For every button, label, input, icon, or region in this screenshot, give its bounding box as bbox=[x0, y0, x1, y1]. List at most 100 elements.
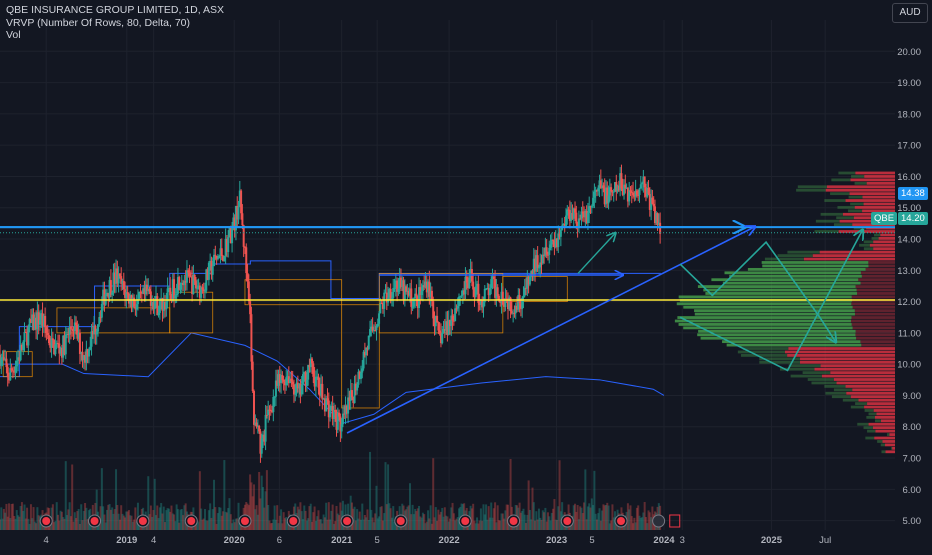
candle bbox=[2, 357, 5, 361]
candle bbox=[476, 283, 479, 287]
profile-bar-up bbox=[678, 323, 852, 326]
candle bbox=[167, 287, 170, 289]
volume-bar bbox=[543, 512, 546, 530]
profile-bar-down bbox=[821, 374, 895, 378]
profile-bar-down bbox=[830, 371, 895, 375]
volume-bar bbox=[86, 519, 89, 530]
volume-bar bbox=[639, 517, 642, 530]
candle bbox=[602, 185, 605, 189]
volume-bar bbox=[488, 517, 491, 530]
candle bbox=[597, 187, 600, 192]
candle bbox=[499, 300, 502, 303]
candle bbox=[115, 268, 118, 284]
volume-bar bbox=[107, 504, 110, 530]
volume-bar bbox=[539, 517, 542, 530]
profile-bar-down bbox=[845, 199, 895, 202]
volume-bar bbox=[637, 505, 640, 530]
profile-bar-up bbox=[825, 391, 847, 395]
profile-bar-down bbox=[855, 285, 895, 288]
volume-bar bbox=[252, 484, 255, 530]
profile-bar-up bbox=[677, 316, 852, 319]
candle bbox=[443, 329, 446, 331]
candle bbox=[272, 397, 275, 413]
candle bbox=[501, 291, 504, 305]
volume-bar bbox=[548, 516, 551, 530]
volume-bar bbox=[23, 504, 26, 530]
candle bbox=[339, 416, 342, 432]
volume-bar bbox=[632, 523, 635, 530]
candle bbox=[405, 286, 408, 292]
candle bbox=[474, 286, 477, 297]
candle bbox=[488, 287, 491, 296]
volume-bar bbox=[194, 523, 197, 530]
volume-bar bbox=[102, 506, 105, 530]
volume-bar bbox=[381, 520, 384, 530]
candle bbox=[265, 414, 268, 416]
volume-bar bbox=[421, 512, 424, 530]
profile-bar-down bbox=[867, 402, 895, 405]
candle bbox=[352, 397, 355, 404]
candle bbox=[189, 276, 192, 278]
chart-legend: QBE INSURANCE GROUP LIMITED, 1D, ASX VRV… bbox=[6, 4, 224, 42]
candle bbox=[232, 217, 235, 227]
volume-bar bbox=[18, 516, 21, 530]
volume-bar bbox=[166, 508, 169, 530]
volume-bar bbox=[424, 523, 427, 530]
candle bbox=[249, 301, 252, 315]
profile-bar-up bbox=[697, 285, 856, 288]
candle bbox=[0, 357, 3, 366]
candle bbox=[563, 223, 566, 226]
candle bbox=[126, 292, 129, 294]
volume-bar bbox=[224, 511, 227, 530]
candle bbox=[96, 324, 99, 332]
volume-bar bbox=[486, 519, 489, 530]
candle bbox=[439, 333, 442, 344]
volume-bar bbox=[643, 502, 646, 530]
volume-bar bbox=[202, 518, 205, 530]
volume-bar bbox=[384, 462, 387, 530]
candle bbox=[381, 303, 384, 309]
vrvp-indicator-label[interactable]: VRVP (Number Of Rows, 80, Delta, 70) bbox=[6, 16, 191, 29]
volume-bar bbox=[80, 504, 83, 530]
candle bbox=[401, 280, 404, 287]
currency-button[interactable]: AUD bbox=[892, 3, 928, 23]
volume-bar bbox=[95, 489, 98, 530]
candle bbox=[214, 254, 217, 256]
candle bbox=[418, 287, 421, 309]
candle bbox=[353, 383, 356, 404]
volume-bar bbox=[370, 509, 373, 530]
candle bbox=[81, 351, 84, 361]
candle bbox=[461, 290, 464, 296]
volume-bar bbox=[380, 506, 383, 530]
candle bbox=[491, 276, 494, 280]
volume-bar bbox=[99, 506, 102, 530]
candle bbox=[494, 278, 497, 298]
candle bbox=[537, 267, 540, 269]
candle bbox=[267, 409, 270, 416]
profile-bar-up bbox=[740, 354, 788, 357]
volume-bar bbox=[148, 514, 151, 530]
candle bbox=[586, 212, 589, 224]
profile-bar-down bbox=[875, 429, 895, 433]
symbol-title[interactable]: QBE INSURANCE GROUP LIMITED, 1D, ASX bbox=[6, 4, 225, 16]
candle bbox=[122, 280, 125, 290]
price-candles bbox=[0, 164, 662, 463]
volume-bar bbox=[447, 521, 450, 530]
volume-bar bbox=[13, 515, 16, 530]
candle bbox=[621, 188, 624, 195]
volume-bar bbox=[15, 510, 18, 530]
profile-bar-up bbox=[830, 192, 850, 196]
candle bbox=[169, 287, 172, 296]
volume-bar bbox=[485, 504, 488, 530]
volume-bar bbox=[276, 505, 279, 530]
candle bbox=[358, 371, 361, 379]
candle bbox=[29, 319, 32, 323]
candle bbox=[350, 390, 353, 398]
volume-indicator-label[interactable]: Vol bbox=[6, 29, 21, 41]
candle bbox=[273, 396, 276, 398]
volume-bar bbox=[418, 505, 421, 530]
volume-bar bbox=[599, 520, 602, 530]
profile-bar-up bbox=[850, 202, 864, 206]
